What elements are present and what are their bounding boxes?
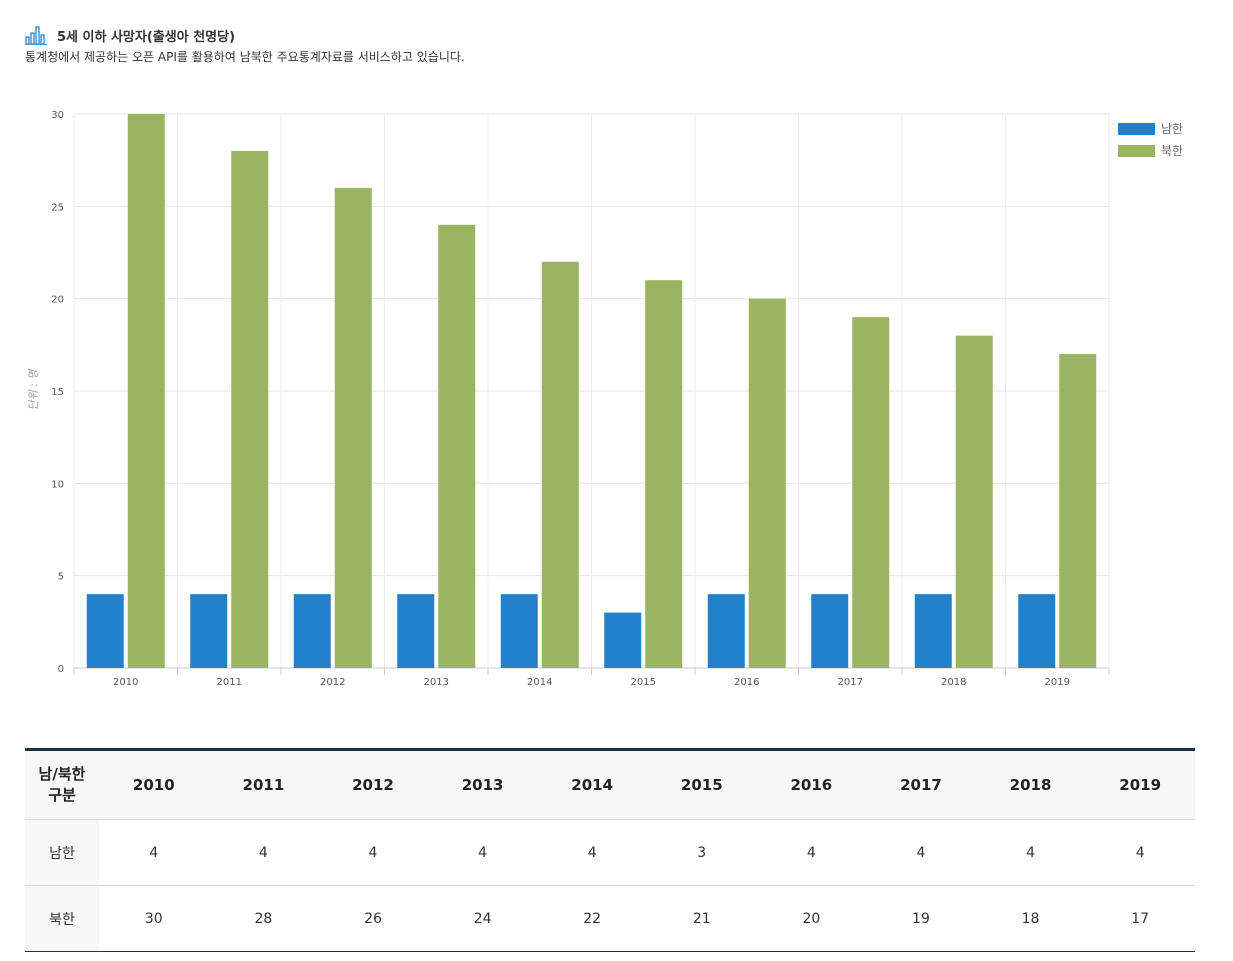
x-tick-label: 2013 [424, 677, 449, 688]
table-cell: 4 [208, 819, 319, 886]
row-label-north: 북한 [25, 885, 99, 952]
table-corner-header: 남/북한 구분 [25, 749, 99, 820]
year-header: 2017 [866, 749, 976, 820]
table-cell: 17 [1131, 910, 1150, 927]
bar-north[interactable] [645, 280, 683, 668]
year-header: 2013 [427, 749, 538, 820]
year-header: 2016 [756, 749, 867, 820]
table-cell: 4 [975, 819, 1086, 886]
x-tick-label: 2015 [631, 677, 656, 688]
year-header: 2014 [537, 749, 647, 820]
legend-swatch-south [1118, 123, 1155, 135]
table-cell: 20 [802, 910, 821, 927]
legend-item-north[interactable]: 북한 [1118, 144, 1183, 158]
bar-south[interactable] [1018, 594, 1056, 668]
corner-line-2: 구분 [48, 786, 76, 804]
y-tick-label: 10 [51, 479, 64, 490]
bar-south[interactable] [914, 594, 952, 668]
table-row-north: 북한 30 28 26 24 22 21 20 19 18 17 [25, 885, 1195, 952]
x-tick-label: 2016 [734, 677, 759, 688]
table-cell: 26 [364, 910, 382, 927]
bar-south[interactable] [293, 594, 331, 668]
x-tick-label: 2010 [113, 677, 138, 688]
bar-north[interactable] [541, 261, 579, 668]
data-table: 남/북한 구분 2010 2011 2012 2013 2014 2015 20… [25, 748, 1195, 952]
table-cell: 4 [866, 819, 976, 886]
bar-north[interactable] [127, 114, 165, 668]
corner-line-1: 남/북한 [38, 765, 86, 783]
table-cell: 4 [756, 819, 867, 886]
y-tick-label: 30 [51, 110, 64, 121]
x-axis-ticks: 2010 2011 2012 2013 2014 2015 2016 2017 2018 2019 [73, 668, 1110, 688]
y-tick-label: 0 [58, 664, 64, 675]
legend-item-south[interactable]: 남한 [1118, 122, 1183, 136]
x-tick-label: 2014 [527, 677, 552, 688]
y-tick-label: 20 [51, 295, 64, 306]
bar-north[interactable] [852, 317, 890, 668]
chart-bars [86, 114, 1097, 669]
bar-north[interactable] [1059, 354, 1097, 668]
y-axis-ticks: 0 5 10 15 20 25 30 [51, 110, 64, 675]
chart-legend: 남한 북한 [1118, 122, 1183, 158]
chart-grid [73, 113, 1110, 669]
bar-south[interactable] [707, 594, 745, 668]
legend-swatch-north [1118, 145, 1155, 157]
chart-header: 5세 이하 사망자(출생아 천명당) 통계청에서 제공하는 오픈 API를 활용… [25, 24, 465, 65]
year-header: 2012 [318, 749, 428, 820]
bar-south[interactable] [604, 612, 642, 668]
table-cell: 4 [427, 819, 538, 886]
bar-north[interactable] [231, 150, 269, 668]
bar-north[interactable] [438, 224, 476, 669]
row-label-south: 남한 [25, 819, 99, 886]
bar-north[interactable] [748, 298, 786, 668]
year-header: 2015 [646, 749, 757, 820]
x-tick-label: 2018 [941, 677, 966, 688]
x-tick-label: 2012 [320, 677, 345, 688]
x-tick-label: 2019 [1045, 677, 1070, 688]
table-cell: 4 [318, 819, 428, 886]
table-cell: 19 [912, 910, 930, 927]
table-cell: 4 [537, 819, 647, 886]
year-header: 2019 [1085, 749, 1195, 820]
legend-label-south: 남한 [1161, 122, 1183, 136]
y-axis-label: 단위 : 명 [27, 368, 40, 411]
x-tick-label: 2011 [217, 677, 242, 688]
bar-north[interactable] [334, 187, 372, 668]
title-row: 5세 이하 사망자(출생아 천명당) [25, 24, 465, 46]
bar-north[interactable] [955, 335, 993, 668]
bar-chart-icon [25, 26, 47, 45]
y-tick-label: 25 [51, 202, 64, 213]
table-cell: 30 [144, 910, 163, 927]
table-cell: 3 [646, 819, 757, 886]
bar-south[interactable] [190, 594, 228, 668]
bar-south[interactable] [397, 594, 435, 668]
table-cell: 4 [99, 819, 209, 886]
year-header: 2018 [975, 749, 1086, 820]
legend-label-north: 북한 [1161, 144, 1183, 158]
bar-south[interactable] [811, 594, 849, 668]
bar-chart: 2010 2011 2012 2013 2014 2015 2016 2017 2018 2019… [27, 110, 1183, 688]
table-cell: 4 [1085, 819, 1195, 886]
bar-south[interactable] [86, 594, 124, 668]
y-tick-label: 5 [58, 572, 64, 583]
table-cell: 28 [254, 910, 273, 927]
year-header: 2010 [99, 749, 209, 820]
y-tick-label: 15 [51, 387, 64, 398]
table-cell: 21 [692, 910, 711, 927]
page-subtitle: 통계청에서 제공하는 오픈 API를 활용하여 남북한 주요통계자료를 서비스하… [25, 50, 465, 64]
page-title: 5세 이하 사망자(출생아 천명당) [57, 29, 236, 45]
year-header: 2011 [208, 749, 319, 820]
table-header-row: 남/북한 구분 2010 2011 2012 2013 2014 2015 20… [25, 749, 1195, 820]
table-cell: 18 [1021, 910, 1040, 927]
table-row-south: 남한 4 4 4 4 4 3 4 4 4 4 [25, 819, 1195, 886]
bar-south[interactable] [500, 594, 538, 668]
table-cell: 22 [583, 910, 602, 927]
table-cell: 24 [473, 910, 492, 927]
x-tick-label: 2017 [838, 677, 863, 688]
